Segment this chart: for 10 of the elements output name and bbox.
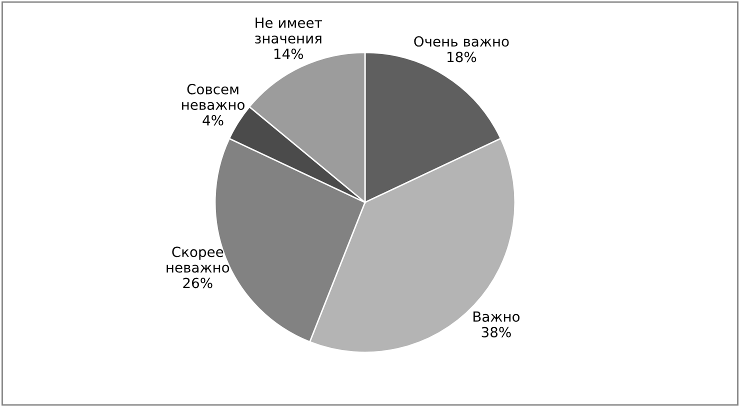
data-label: 14% xyxy=(274,48,304,60)
data-label: 38% xyxy=(482,326,511,338)
data-label: 18% xyxy=(448,52,476,62)
slice-label: Важно xyxy=(474,312,520,322)
slice-label: Не имеет значения xyxy=(255,18,322,44)
slice-label: Очень важно xyxy=(414,36,509,47)
data-label: 4% xyxy=(202,115,224,126)
data-label: 26% xyxy=(183,278,212,288)
slice-label: Совсем неважно xyxy=(182,84,244,110)
slice-label: Скорее неважно xyxy=(166,246,230,273)
